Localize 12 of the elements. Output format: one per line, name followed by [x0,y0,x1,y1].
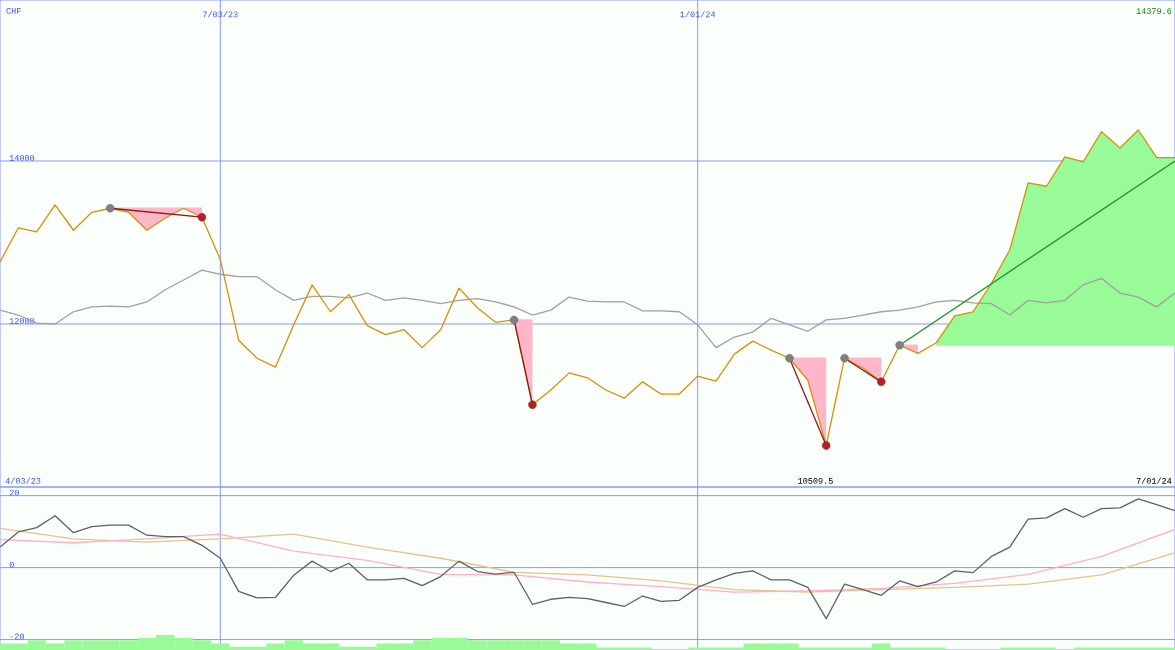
x-tick-label: 1/01/24 [680,11,716,18]
annotation: 14379.6 [1136,8,1172,14]
x-tick-label: 7/03/23 [203,11,238,18]
y-tick-label: 14000 [9,155,35,161]
annotation: 4/03/23 [5,477,41,484]
y-tick-label: 20 [9,489,19,496]
y-tick-label: 0 [9,561,14,568]
annotation: 7/01/24 [1136,477,1172,484]
y-tick-label: 12000 [9,318,35,324]
y-axis-title: CHF [6,8,21,14]
y-tick-label: -20 [10,633,24,640]
annotation: 10509.5 [798,478,833,484]
